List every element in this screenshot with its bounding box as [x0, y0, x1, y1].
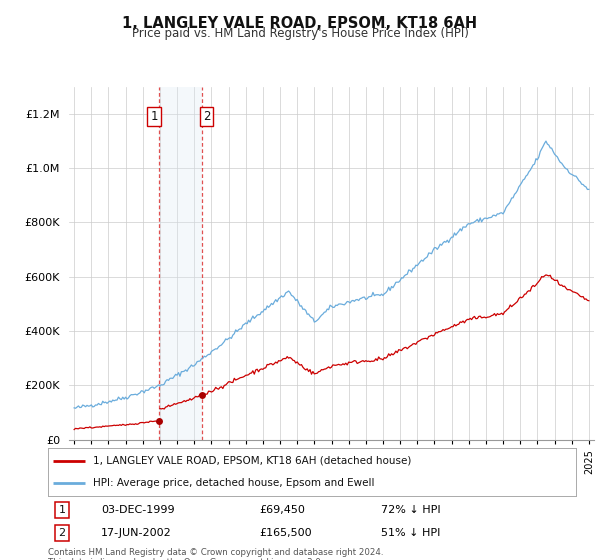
Text: Price paid vs. HM Land Registry's House Price Index (HPI): Price paid vs. HM Land Registry's House …	[131, 27, 469, 40]
Text: 72% ↓ HPI: 72% ↓ HPI	[380, 505, 440, 515]
Text: 51% ↓ HPI: 51% ↓ HPI	[380, 528, 440, 538]
Text: £165,500: £165,500	[259, 528, 312, 538]
Text: Contains HM Land Registry data © Crown copyright and database right 2024.
This d: Contains HM Land Registry data © Crown c…	[48, 548, 383, 560]
Text: 03-DEC-1999: 03-DEC-1999	[101, 505, 175, 515]
Text: 2: 2	[203, 110, 211, 123]
Text: £69,450: £69,450	[259, 505, 305, 515]
Text: 1, LANGLEY VALE ROAD, EPSOM, KT18 6AH: 1, LANGLEY VALE ROAD, EPSOM, KT18 6AH	[122, 16, 478, 31]
Text: 1, LANGLEY VALE ROAD, EPSOM, KT18 6AH (detached house): 1, LANGLEY VALE ROAD, EPSOM, KT18 6AH (d…	[93, 456, 411, 466]
Text: HPI: Average price, detached house, Epsom and Ewell: HPI: Average price, detached house, Epso…	[93, 478, 374, 488]
Text: 17-JUN-2002: 17-JUN-2002	[101, 528, 172, 538]
Text: 2: 2	[59, 528, 65, 538]
Text: 1: 1	[150, 110, 158, 123]
Text: 1: 1	[59, 505, 65, 515]
Bar	[158, 87, 202, 440]
